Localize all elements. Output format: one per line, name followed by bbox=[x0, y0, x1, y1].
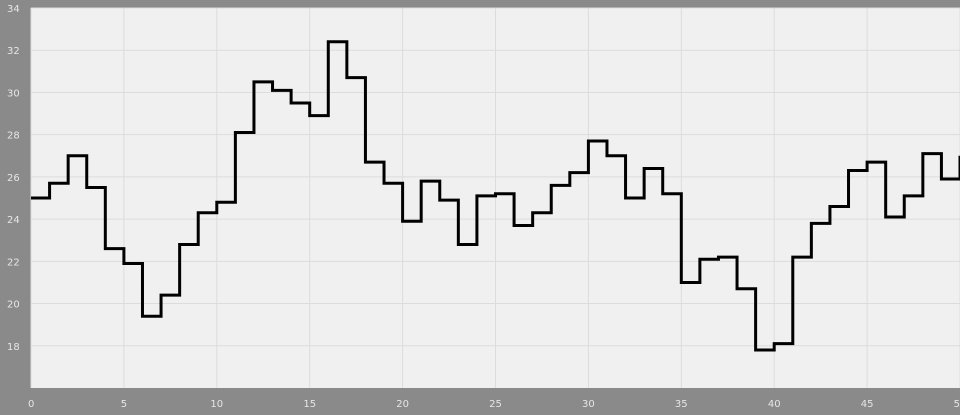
x-tick-label: 30 bbox=[582, 399, 595, 410]
y-tick-label: 20 bbox=[7, 300, 20, 311]
series-line bbox=[31, 40, 960, 352]
y-tick-label: 22 bbox=[7, 257, 20, 268]
y-tick-label: 34 bbox=[7, 4, 20, 15]
x-tick-label: 0 bbox=[28, 399, 34, 410]
series-layer bbox=[31, 40, 960, 352]
y-tick-label: 28 bbox=[7, 131, 20, 142]
x-tick-label: 15 bbox=[303, 399, 316, 410]
y-tick-label: 30 bbox=[7, 88, 20, 99]
x-tick-label: 35 bbox=[675, 399, 688, 410]
y-tick-label: 18 bbox=[7, 342, 20, 353]
x-tick-label: 20 bbox=[396, 399, 409, 410]
y-axis-ticks: 18 20 22 24 26 28 30 32 34 bbox=[7, 4, 20, 353]
y-tick-label: 24 bbox=[7, 215, 20, 226]
x-tick-label: 40 bbox=[768, 399, 781, 410]
x-tick-label: 10 bbox=[210, 399, 223, 410]
y-tick-label: 32 bbox=[7, 46, 20, 57]
x-tick-label: 45 bbox=[861, 399, 874, 410]
x-tick-label: 25 bbox=[489, 399, 502, 410]
y-tick-label: 26 bbox=[7, 173, 20, 184]
x-axis-ticks: 0 5 10 15 20 25 30 35 40 45 50 bbox=[28, 399, 960, 410]
x-tick-label: 50 bbox=[954, 399, 960, 410]
x-tick-label: 5 bbox=[121, 399, 127, 410]
